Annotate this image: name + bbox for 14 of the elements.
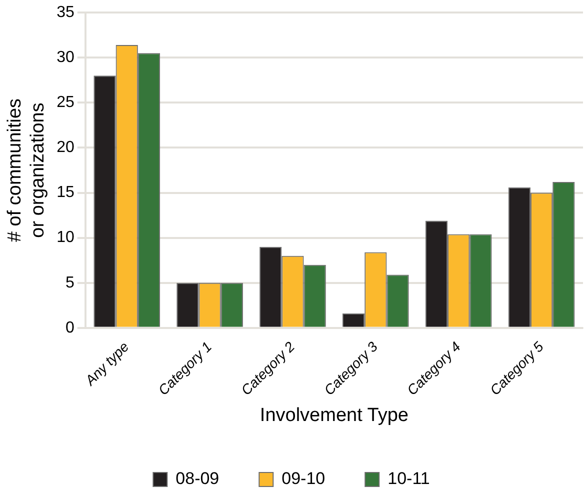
legend-label: 08-09 — [176, 469, 220, 488]
legend-label: 10-11 — [388, 469, 430, 488]
y-tick-label: 20 — [56, 139, 74, 156]
y-tick-label: 35 — [56, 4, 74, 22]
y-tick-label: 15 — [56, 184, 74, 202]
y-tick-label: 5 — [65, 274, 74, 292]
y-tick-label: 0 — [65, 319, 74, 336]
y-tick-label: 30 — [56, 49, 74, 66]
x-tick-label: Any type — [81, 338, 132, 389]
y-tick-label: 10 — [56, 229, 74, 246]
y-tick-label: 25 — [56, 94, 74, 112]
y-axis-title: # of communities or organizations — [4, 98, 48, 242]
legend-label: 09-10 — [282, 469, 326, 488]
x-axis-title: Involvement Type — [260, 404, 408, 426]
